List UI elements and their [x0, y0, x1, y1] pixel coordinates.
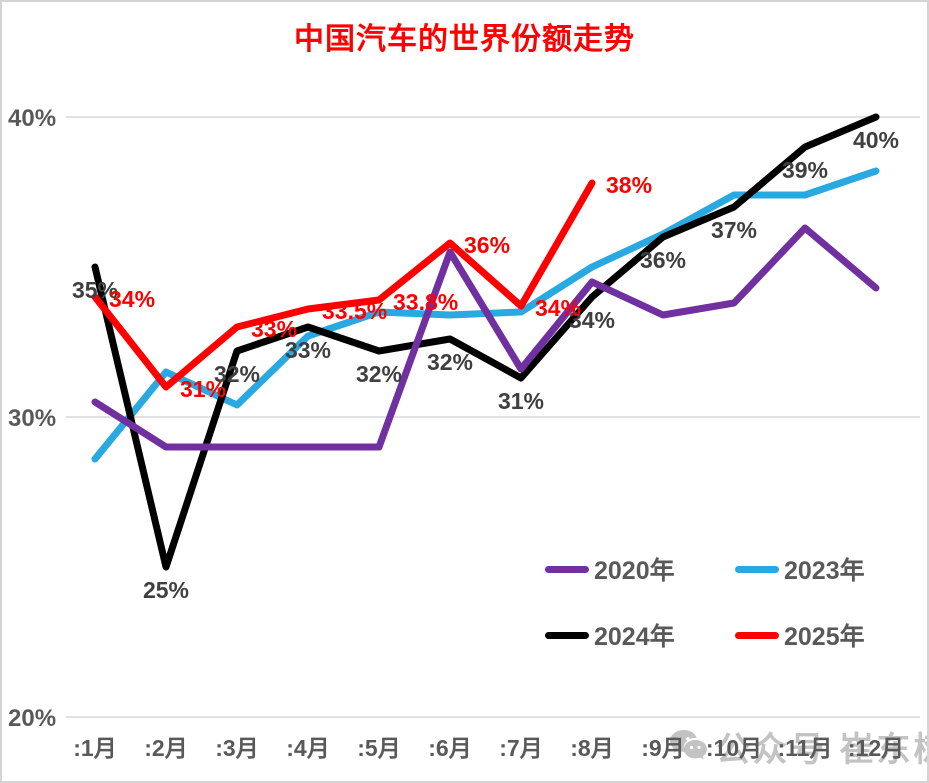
x-axis-tick-label: :7月: [499, 735, 542, 761]
x-axis-tick-label: :3月: [215, 735, 258, 761]
series-line-2020年: [91, 224, 880, 451]
data-label-2025年: 34%: [109, 286, 155, 312]
x-axis-tick-label: :12月: [848, 735, 904, 761]
watermark: 公众号 崔东树: [668, 722, 929, 771]
x-axis-tick-label: :6月: [428, 735, 471, 761]
x-axis-tick-label: :1月: [73, 735, 116, 761]
legend-item-2023年: 2023年: [735, 552, 925, 586]
data-label-2025年: 33.5%: [322, 298, 387, 324]
data-label-2025年: 38%: [606, 172, 652, 198]
x-axis-tick-label: :10月: [706, 735, 762, 761]
legend-label: 2025年: [784, 623, 865, 651]
series-line-2024年: [91, 113, 880, 571]
legend-label: 2020年: [594, 557, 675, 585]
data-label-2024年: 40%: [853, 127, 899, 153]
legend-label: 2024年: [594, 623, 675, 651]
data-label-2024年: 25%: [143, 577, 189, 603]
data-label-2024年: 35%: [72, 277, 118, 303]
data-label-2024年: 32%: [356, 361, 402, 387]
watermark-text: 公众号 崔东树: [716, 731, 929, 769]
data-label-2024年: 31%: [498, 388, 544, 414]
data-label-2024年: 37%: [711, 217, 757, 243]
data-label-2024年: 36%: [640, 247, 686, 273]
legend-swatch: [545, 565, 589, 573]
x-axis-tick-label: :5月: [357, 735, 400, 761]
data-label-2024年: 32%: [214, 361, 260, 387]
data-label-2024年: 34%: [569, 307, 615, 333]
legend-swatch: [545, 631, 589, 639]
x-axis-tick-label: :2月: [144, 735, 187, 761]
series-line-2025年: [91, 179, 596, 391]
data-label-2025年: 33.8%: [393, 289, 458, 315]
data-label-2024年: 33%: [285, 337, 331, 363]
x-axis-tick-label: :9月: [641, 735, 684, 761]
legend-item-2020年: 2020年: [545, 552, 735, 586]
data-label-2025年: 36%: [464, 232, 510, 258]
y-axis-tick-label: 30%: [8, 405, 56, 432]
chart-title: 中国汽车的世界份额走势: [294, 23, 635, 56]
legend-item-2025年: 2025年: [735, 618, 925, 652]
legend-item-2024年: 2024年: [545, 618, 735, 652]
legend-label: 2023年: [784, 557, 865, 585]
data-label-2024年: 39%: [782, 157, 828, 183]
data-label-2024年: 32%: [427, 349, 473, 375]
y-axis-tick-label: 40%: [8, 105, 56, 132]
legend-swatch: [735, 631, 779, 639]
x-axis-tick-label: :8月: [570, 735, 613, 761]
data-label-2025年: 31%: [180, 376, 226, 402]
data-label-2025年: 33%: [251, 316, 297, 342]
legend-swatch: [735, 565, 779, 573]
chart-legend: 2020年 2023年 2024年 2025年: [545, 552, 925, 652]
y-axis-tick-label: 20%: [8, 705, 56, 732]
x-axis-tick-label: :4月: [286, 735, 329, 761]
data-label-2025年: 34%: [535, 295, 581, 321]
x-axis-tick-label: :11月: [778, 735, 833, 761]
wechat-icon: [670, 729, 707, 759]
